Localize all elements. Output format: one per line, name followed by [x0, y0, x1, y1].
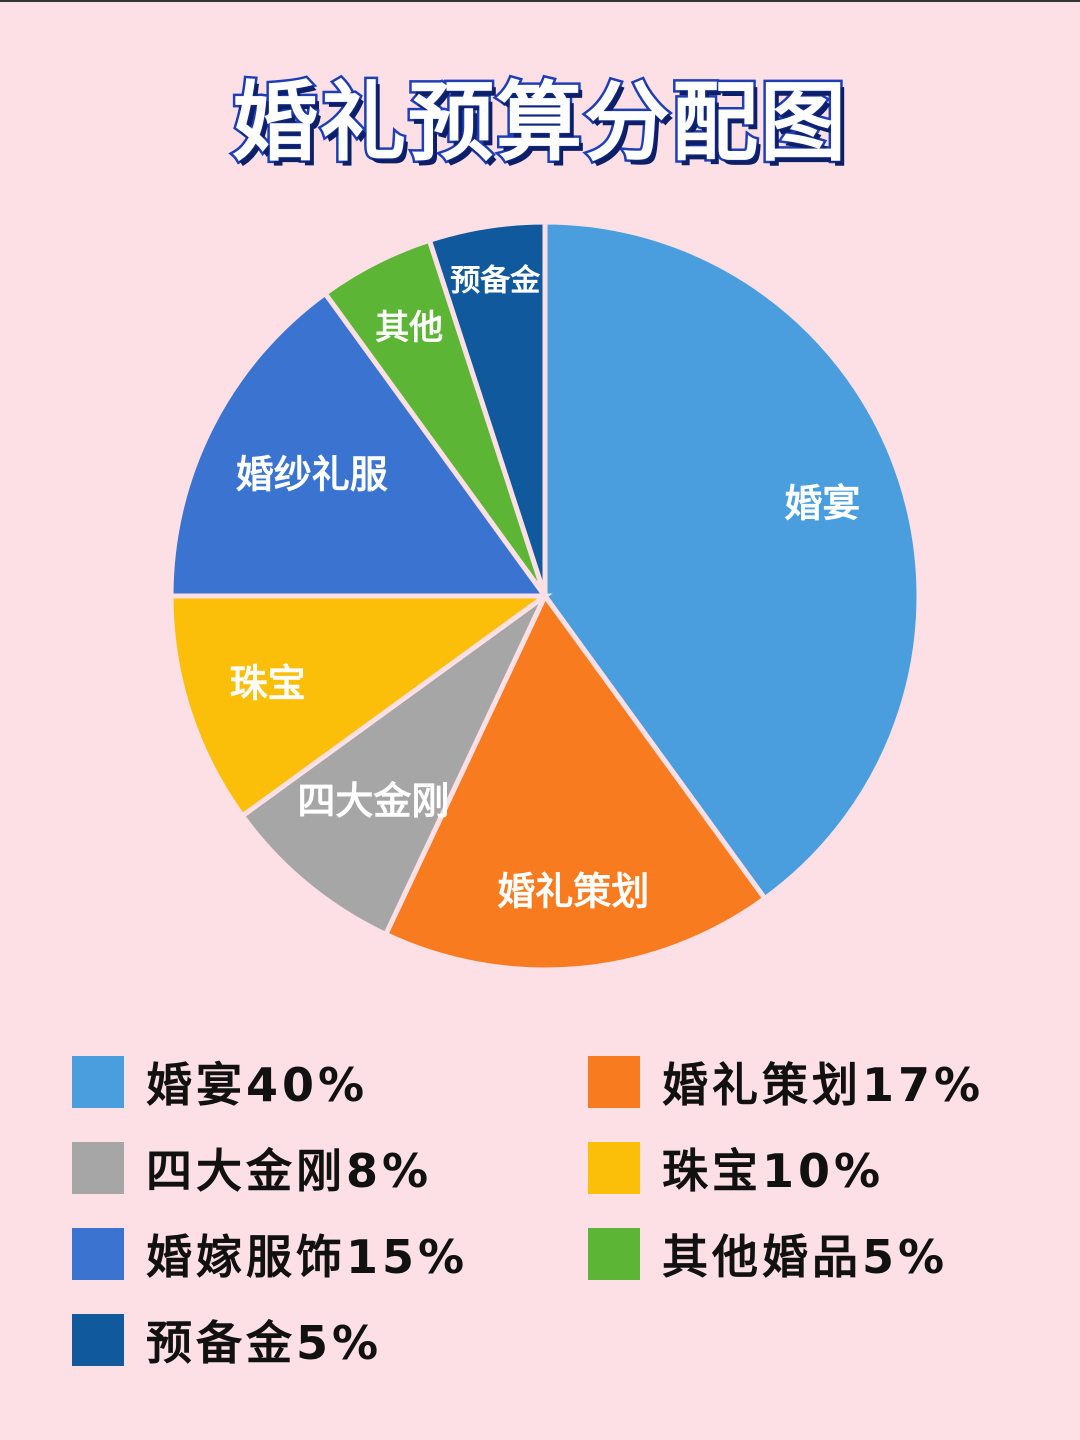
pie-slice: [238, 593, 548, 938]
slice-label: 婚纱礼服: [236, 453, 388, 497]
slice-label: 其他: [375, 308, 443, 348]
pie-slice: [168, 289, 550, 599]
pie-slice: [426, 219, 548, 597]
slice-label: 珠宝: [230, 662, 306, 706]
chart-title: 婚礼预算分配图: [230, 71, 849, 176]
slice-label: 婚礼策划: [497, 869, 649, 913]
pie-slice: [168, 593, 553, 820]
slice-label: 预备金: [450, 264, 541, 299]
pie-slice: [542, 219, 922, 903]
slice-label: 四大金刚: [297, 779, 449, 823]
slice-label: 婚宴: [784, 481, 860, 525]
pie-slice: [382, 591, 769, 973]
